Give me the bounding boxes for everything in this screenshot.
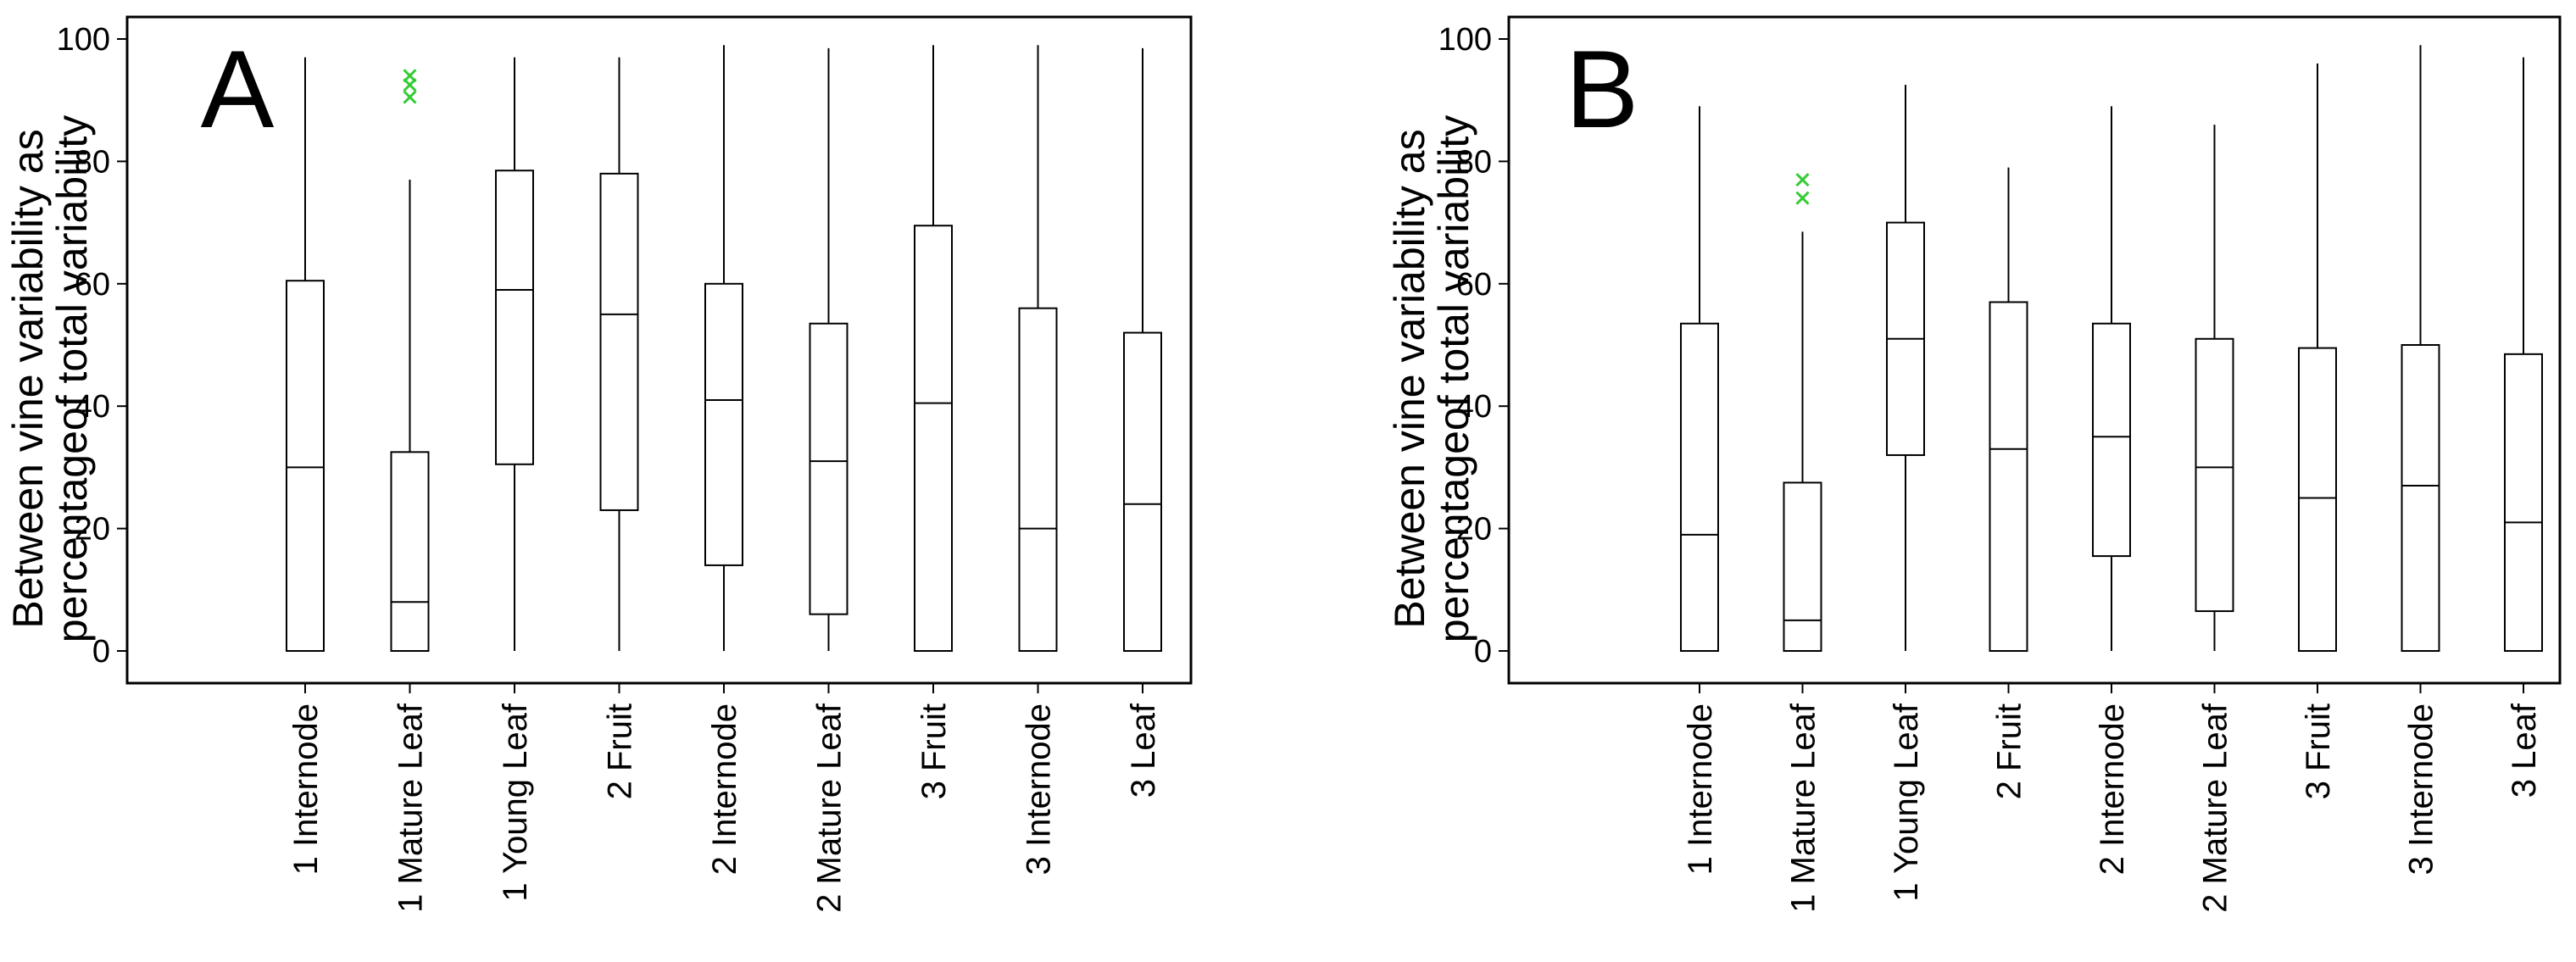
- y-tick-label: 20: [1456, 512, 1492, 548]
- category-label: 2 Internode: [706, 703, 743, 875]
- y-tick-label: 60: [75, 267, 110, 303]
- box-iqr: [2195, 337, 2234, 613]
- category-label: 2 Mature Leaf: [2197, 703, 2234, 913]
- box-iqr: [2092, 322, 2131, 558]
- box-2-internode: [2092, 106, 2131, 651]
- category-label: 1 Internode: [287, 703, 325, 875]
- y-tick-label: 80: [1456, 144, 1492, 180]
- category-label: 1 Young Leaf: [497, 703, 534, 901]
- y-tick-label: 100: [1438, 22, 1492, 58]
- box-1-young-leaf: [495, 57, 534, 651]
- box-iqr: [286, 280, 325, 652]
- panel-letter: A: [201, 27, 275, 151]
- y-tick-label: 100: [57, 22, 110, 58]
- box-iqr: [1989, 301, 2028, 652]
- category-label: 3 Internode: [1021, 703, 1058, 875]
- plot-frame: [125, 15, 1193, 685]
- box-iqr: [809, 322, 848, 615]
- category-label: 3 Leaf: [1125, 703, 1162, 798]
- category-label: 3 Leaf: [2506, 703, 2543, 798]
- box-iqr: [2504, 353, 2543, 652]
- y-tick-label: 20: [75, 512, 110, 548]
- category-label: 3 Fruit: [2300, 703, 2337, 799]
- category-label: 1 Internode: [1682, 703, 1719, 875]
- category-label: 1 Young Leaf: [1888, 703, 1925, 901]
- box-3-fruit: [914, 45, 953, 652]
- outlier-marker: [1795, 191, 1810, 205]
- box-3-internode: [1018, 45, 1058, 652]
- box-2-fruit: [599, 57, 639, 651]
- box-2-mature-leaf: [2195, 125, 2234, 651]
- box-1-mature-leaf: [390, 69, 430, 652]
- category-label: 3 Internode: [2403, 703, 2440, 875]
- panel-a: 0 20 40 60 80 100 Between vine variability asp…: [4, 15, 1193, 913]
- outlier-marker: [403, 90, 417, 104]
- category-label: 2 Fruit: [1991, 703, 2028, 799]
- y-axis-label: Between vine variability as: [1386, 129, 1433, 628]
- panel-b: 0 20 40 60 80 100 Between vine variability asp…: [1386, 15, 2562, 913]
- box-iqr: [599, 172, 639, 511]
- box-iqr: [1123, 331, 1162, 652]
- category-label: 3 Fruit: [915, 703, 953, 799]
- y-axis-label: Between vine variability as: [4, 129, 52, 628]
- category-label: 2 Fruit: [602, 703, 639, 799]
- y-tick-label: 80: [75, 144, 110, 180]
- plot-frame: [1507, 15, 2562, 685]
- box-1-internode: [286, 57, 325, 652]
- box-1-internode: [1680, 106, 1719, 652]
- category-label: 1 Mature Leaf: [392, 703, 430, 913]
- box-3-leaf: [1123, 47, 1162, 652]
- box-3-leaf: [2504, 57, 2543, 652]
- box-3-fruit: [2298, 63, 2337, 652]
- category-label: 2 Internode: [2094, 703, 2131, 875]
- box-iqr: [1018, 307, 1058, 652]
- box-iqr: [1783, 481, 1822, 653]
- box-iqr: [390, 451, 430, 652]
- category-label: 2 Mature Leaf: [811, 703, 848, 913]
- box-iqr: [495, 170, 534, 465]
- y-tick-label: 60: [1456, 267, 1492, 303]
- outlier-marker: [1795, 172, 1810, 187]
- y-axis-label: percentageof total variability: [48, 115, 96, 643]
- y-tick-label: 0: [1474, 634, 1492, 670]
- category-label: 1 Mature Leaf: [1785, 703, 1822, 913]
- box-iqr: [2298, 347, 2337, 652]
- box-iqr: [914, 225, 953, 652]
- outlier-marker: [403, 69, 417, 83]
- box-1-mature-leaf: [1783, 172, 1822, 653]
- box-iqr: [704, 282, 743, 566]
- y-tick-label: 0: [92, 634, 110, 670]
- box-3-internode: [2401, 45, 2440, 652]
- box-1-young-leaf: [1886, 85, 1925, 651]
- box-iqr: [2401, 344, 2440, 652]
- y-axis-label: percentageof total variability: [1430, 115, 1477, 643]
- box-2-fruit: [1989, 167, 2028, 652]
- box-2-internode: [704, 45, 743, 651]
- box-iqr: [1680, 322, 1719, 652]
- panel-letter: B: [1566, 27, 1639, 151]
- y-tick-label: 40: [1456, 389, 1492, 425]
- box-2-mature-leaf: [809, 47, 848, 651]
- y-tick-label: 40: [75, 389, 110, 425]
